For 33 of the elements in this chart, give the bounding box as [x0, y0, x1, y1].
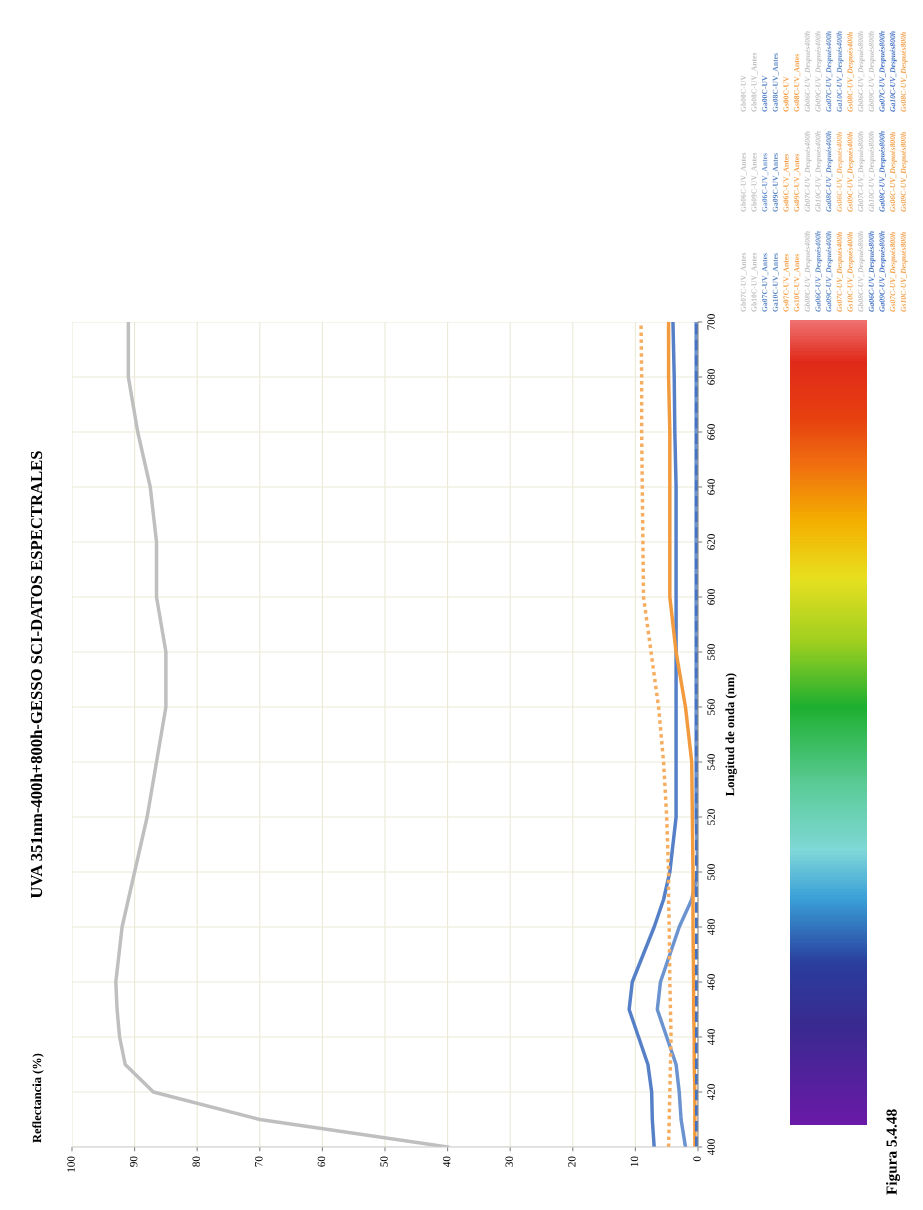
line-series: [627, 322, 678, 1147]
y-tick-label: 640: [707, 479, 715, 495]
y-tick-label: 420: [707, 1084, 715, 1101]
y-tick-label: 400: [707, 1139, 715, 1156]
line-series: [114, 322, 450, 1147]
x-tick-label: 70: [255, 1156, 263, 1167]
text: UVA 351nm-400h+800h-GESSO SCI-DATOS ESPECTRALES: [30, 451, 43, 899]
x-tick-label: 50: [380, 1156, 388, 1167]
y-tick-label: 520: [707, 809, 715, 825]
y-tick-label: 680: [707, 369, 715, 385]
y-tick-label: 700: [707, 314, 715, 330]
y-tick-label: 660: [707, 424, 715, 440]
y-tick-label: 580: [707, 644, 715, 660]
y-tick-label: 540: [707, 754, 715, 770]
x-tick-label: 100: [67, 1156, 75, 1172]
x-tick-label: 60: [317, 1156, 326, 1167]
x-tick-label: 20: [568, 1156, 576, 1167]
text: Figura 5.4.48: [886, 1109, 900, 1195]
y-axis-title: Longitud de onda (nm): [725, 673, 737, 796]
y-tick-label: 440: [707, 1029, 715, 1046]
y-tick-label: 500: [707, 864, 715, 880]
y-tick-label: 460: [707, 974, 715, 991]
x-tick-label: 30: [505, 1156, 513, 1167]
x-tick-label: 40: [442, 1156, 451, 1167]
x-tick-label: 10: [630, 1156, 639, 1167]
text: Reflectancia (%): [32, 1053, 44, 1143]
x-tick-label: 90: [129, 1156, 138, 1167]
x-tick-label: 80: [192, 1156, 200, 1167]
y-tick-label: 620: [707, 534, 715, 550]
y-tick-label: 600: [707, 589, 715, 605]
y-tick-label: 560: [707, 699, 715, 715]
y-tick-label: 480: [707, 919, 715, 936]
x-tick-label: 0: [693, 1156, 701, 1162]
